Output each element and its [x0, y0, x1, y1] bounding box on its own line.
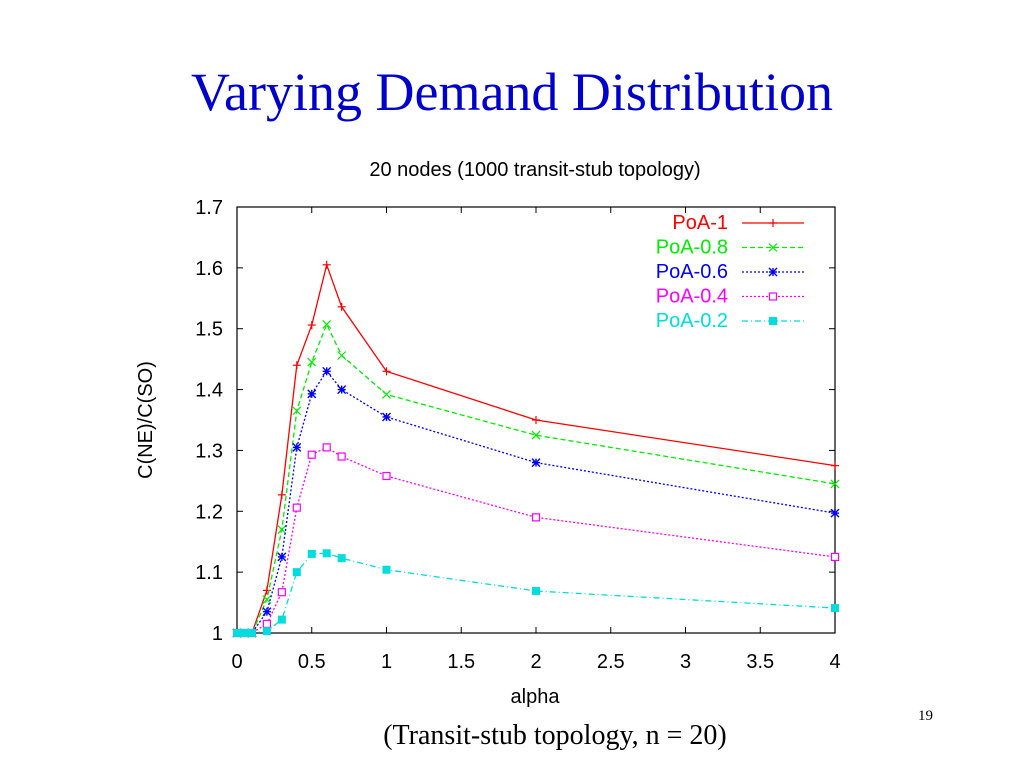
y-tick-label: 1: [212, 623, 223, 645]
data-point: [262, 595, 272, 604]
x-tick-label: 2: [530, 651, 541, 673]
data-point: [307, 549, 316, 558]
data-point: [532, 587, 540, 596]
data-point: [830, 552, 840, 562]
data-point: [337, 351, 347, 360]
data-point: [307, 357, 317, 367]
data-point: [307, 450, 316, 459]
page-number: 19: [918, 708, 933, 724]
y-tick-label: 1.2: [195, 501, 223, 523]
data-point: [277, 552, 287, 562]
x-axis-label: alpha: [511, 686, 561, 708]
data-point: [831, 604, 839, 613]
data-point: [307, 321, 316, 330]
data-point: [532, 416, 540, 424]
x-tick-label: 0: [231, 651, 242, 673]
data-point: [830, 479, 840, 489]
data-point: [262, 607, 272, 617]
y-tick-label: 1.3: [195, 440, 223, 462]
y-tick-label: 1.7: [195, 197, 223, 219]
data-point: [292, 568, 301, 577]
x-tick-label: 4: [829, 651, 840, 673]
data-point: [382, 565, 391, 574]
x-tick-label: 3: [680, 651, 691, 673]
series-line: [237, 446, 836, 634]
data-point: [277, 525, 287, 534]
data-point: [277, 615, 286, 624]
y-tick-label: 1.6: [195, 258, 223, 280]
chart-title: 20 nodes (1000 transit-stub topology): [369, 159, 700, 181]
data-point: [337, 385, 347, 395]
x-tick-label: 0.5: [298, 651, 326, 673]
data-point: [262, 619, 271, 628]
data-point: [831, 461, 839, 470]
legend-label: PoA-0.6: [656, 261, 728, 283]
legend-marker: [769, 317, 777, 325]
data-point: [382, 367, 391, 376]
data-point: [277, 490, 286, 499]
series-layer: [232, 260, 840, 638]
legend-label: PoA-0.2: [656, 310, 728, 332]
data-point: [337, 302, 346, 311]
data-point: [531, 458, 541, 468]
x-tick-label: 1.5: [447, 651, 475, 673]
data-point: [262, 627, 271, 636]
data-point: [322, 443, 331, 452]
x-tick-label: 2.5: [597, 651, 625, 673]
data-point: [830, 508, 840, 518]
legend-marker: [768, 243, 778, 252]
data-point: [277, 588, 286, 597]
legend-label: PoA-1: [672, 212, 728, 234]
data-point: [531, 430, 541, 440]
data-point: [292, 503, 301, 512]
data-point: [262, 586, 271, 595]
data-point: [292, 361, 301, 370]
y-axis: 1 1.1 1.2 1.3 1.4 1.5 1.6 1.7: [195, 197, 835, 645]
data-point: [307, 389, 317, 399]
legend-label: PoA-0.4: [656, 286, 728, 308]
x-tick-label: 3.5: [746, 651, 774, 673]
data-point: [240, 629, 249, 637]
y-axis-label: C(NE)/C(SO): [135, 361, 157, 479]
data-point: [322, 260, 331, 269]
series-PoA-0.6: [232, 366, 840, 638]
slide-title: Varying Demand Distribution: [191, 62, 833, 122]
y-tick-label: 1.4: [195, 380, 223, 402]
data-point: [382, 390, 391, 399]
y-tick-label: 1.1: [195, 562, 223, 584]
legend-label: PoA-0.8: [656, 237, 728, 259]
data-point: [292, 442, 302, 452]
data-point: [337, 554, 346, 563]
data-point: [292, 406, 302, 416]
slide-caption: (Transit-stub topology, n = 20): [383, 720, 727, 751]
data-point: [233, 629, 241, 637]
series-PoA-0.4: [232, 443, 840, 638]
data-point: [531, 513, 541, 522]
data-point: [247, 629, 256, 637]
x-axis: 0 0.5 1 1.5 2 2.5 3 3.5 4: [231, 207, 841, 673]
legend-marker: [769, 219, 777, 227]
data-point: [322, 366, 332, 376]
legend-marker: [768, 267, 778, 277]
series-line: [237, 322, 836, 634]
data-point: [322, 549, 331, 558]
data-point: [322, 320, 332, 329]
data-point: [337, 452, 346, 461]
series-PoA-0.2: [233, 549, 839, 637]
data-point: [382, 412, 391, 422]
x-tick-label: 1: [381, 651, 392, 673]
y-tick-label: 1.5: [195, 319, 223, 341]
data-point: [382, 471, 391, 481]
legend-marker: [768, 292, 778, 301]
